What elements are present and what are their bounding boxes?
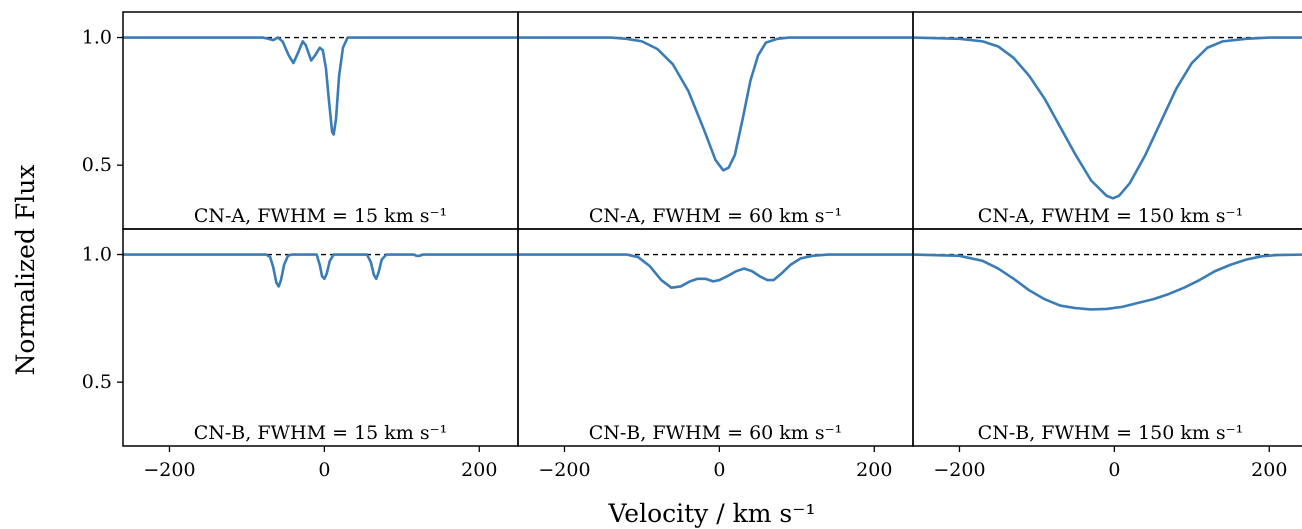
x-tick-label: 0 — [318, 459, 330, 481]
spectrum-line — [911, 253, 1302, 311]
panel-label: CN-A, FWHM = 60 km s⁻¹ — [589, 205, 842, 227]
x-tick-label: −200 — [143, 459, 195, 481]
panel-2: CN-A, FWHM = 60 km s⁻¹ — [516, 11, 915, 230]
panel-label: CN-A, FWHM = 150 km s⁻¹ — [978, 205, 1243, 227]
panel-frame — [122, 228, 519, 447]
x-tick-label: 0 — [1108, 459, 1120, 481]
panel-frame — [122, 11, 519, 230]
x-tick-label: 200 — [461, 459, 497, 481]
y-axis-label: Normalized Flux — [11, 165, 40, 376]
y-tick-label: 0.5 — [82, 154, 112, 176]
panel-frame — [517, 11, 914, 230]
x-tick-label: −200 — [933, 459, 985, 481]
panel-4: CN-B, FWHM = 15 km s⁻¹ 0.5 1.0 −200 0 200 — [82, 228, 520, 481]
x-axis-label: Velocity / km s⁻¹ — [608, 499, 816, 528]
spectrum-line — [121, 253, 520, 288]
panel-5: CN-B, FWHM = 60 km s⁻¹ −200 0 200 — [516, 228, 915, 481]
panel-frame — [517, 228, 914, 447]
spectrum-line — [911, 36, 1302, 200]
x-tick-label: 200 — [856, 459, 892, 481]
y-tick-label: 1.0 — [82, 27, 112, 49]
panel-6: CN-B, FWHM = 150 km s⁻¹ −200 0 200 — [911, 228, 1302, 481]
panel-label: CN-B, FWHM = 15 km s⁻¹ — [194, 422, 448, 444]
panels-group: CN-A, FWHM = 15 km s⁻¹0.51.0CN-A, FWHM =… — [82, 11, 1302, 481]
y-tick-label: 1.0 — [82, 244, 112, 266]
spectrum-line — [516, 36, 915, 172]
spectrum-line — [121, 36, 520, 136]
x-tick-label: −200 — [538, 459, 590, 481]
panel-1: CN-A, FWHM = 15 km s⁻¹ 0.5 1.0 — [82, 11, 520, 230]
panel-label: CN-A, FWHM = 15 km s⁻¹ — [194, 205, 447, 227]
panel-frame — [912, 228, 1302, 447]
x-tick-label: 200 — [1251, 459, 1287, 481]
panel-label: CN-B, FWHM = 150 km s⁻¹ — [978, 422, 1244, 444]
x-tick-label: 0 — [713, 459, 725, 481]
panel-3: CN-A, FWHM = 150 km s⁻¹ — [911, 11, 1302, 230]
panel-label: CN-B, FWHM = 60 km s⁻¹ — [589, 422, 843, 444]
y-tick-label: 0.5 — [82, 371, 112, 393]
spectrum-line — [516, 253, 915, 290]
